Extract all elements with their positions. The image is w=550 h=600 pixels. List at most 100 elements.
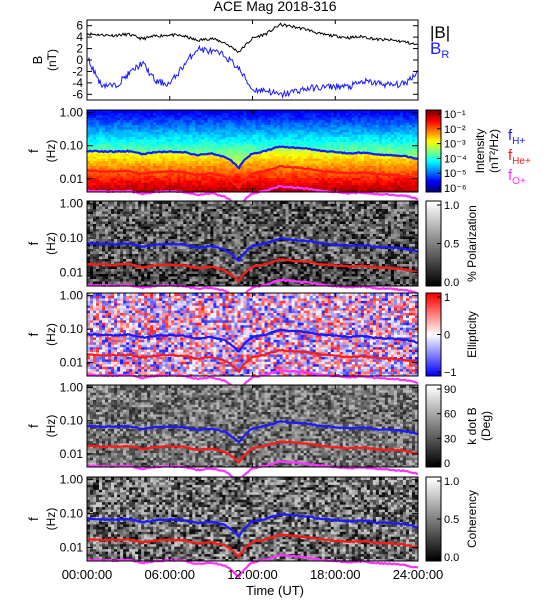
- spectrogram-cell: [273, 153, 278, 157]
- spectrogram-cell: [108, 126, 112, 130]
- spectrogram-cell: [288, 182, 293, 186]
- spectrogram-cell: [249, 146, 253, 150]
- spectrogram-cell: [171, 184, 175, 188]
- spectrogram-cell: [186, 281, 190, 284]
- spectrogram-cell: [285, 175, 290, 179]
- spectrogram-cell: [90, 251, 94, 254]
- spectrogram-cell: [225, 138, 229, 142]
- spectrogram-cell: [153, 271, 157, 274]
- spectrogram-cell: [102, 201, 106, 204]
- spectrogram-cell: [189, 175, 193, 179]
- spectrogram-cell: [99, 129, 103, 133]
- spectrogram-cell: [336, 148, 341, 152]
- spectrogram-cell: [288, 167, 293, 171]
- spectrogram-cell: [237, 124, 241, 128]
- spectrogram-cell: [105, 261, 109, 264]
- spectrogram-cell: [156, 248, 160, 252]
- spectrogram-cell: [396, 179, 401, 183]
- spectrogram-cell: [324, 114, 329, 118]
- spectrogram-cell: [123, 258, 127, 262]
- spectrogram-cell: [339, 146, 344, 150]
- spectrogram-cell: [207, 187, 211, 191]
- spectrogram-cell: [273, 131, 278, 135]
- spectrogram-cell: [396, 172, 401, 176]
- spectrogram-cell: [159, 218, 163, 222]
- spectrogram-cell: [87, 281, 91, 284]
- spectrogram-cell: [162, 117, 166, 121]
- spectrogram-cell: [384, 187, 389, 191]
- spectrogram-cell: [150, 167, 154, 171]
- spectrogram-cell: [162, 129, 166, 133]
- spectrogram-cell: [153, 175, 157, 179]
- spectrogram-cell: [291, 126, 296, 130]
- spectrogram-cell: [174, 208, 178, 212]
- spectrogram-cell: [258, 143, 263, 147]
- spectrogram-cell: [276, 122, 281, 125]
- polarization-panel: 1.000.100.01f (Hz)1.00.50.0% Polarization: [26, 197, 479, 305]
- spectrogram-cell: [114, 179, 118, 183]
- colorbar-cell: [426, 128, 441, 131]
- spectrogram-cell: [114, 221, 118, 224]
- spectrogram-cell: [249, 143, 253, 147]
- spectrogram-cell: [345, 114, 350, 118]
- spectrogram-cell: [108, 236, 112, 239]
- colorbar-cell: [426, 189, 441, 193]
- spectrogram-cell: [177, 119, 181, 123]
- spectrogram-cell: [399, 146, 404, 150]
- spectrogram-cell: [306, 134, 311, 138]
- spectrogram-cell: [357, 141, 362, 145]
- spectrogram-cell: [405, 129, 410, 133]
- spectrogram-cell: [384, 131, 389, 135]
- spectrogram-cell: [300, 110, 305, 113]
- spectrogram-cell: [318, 165, 323, 169]
- spectrogram-cell: [387, 138, 392, 142]
- spectrogram-cell: [351, 179, 356, 183]
- spectrogram-cell: [111, 251, 115, 254]
- spectrogram-cell: [366, 189, 371, 193]
- spectrogram-cell: [396, 160, 401, 164]
- spectrogram-cell: [177, 258, 181, 262]
- spectrogram-cell: [369, 134, 374, 138]
- spectrogram-cell: [123, 167, 127, 171]
- spectrogram-cell: [93, 221, 97, 224]
- spectrogram-cell: [165, 112, 169, 116]
- spectrogram-cell: [309, 170, 314, 174]
- spectrogram-cell: [129, 119, 133, 123]
- spectrogram-cell: [174, 201, 178, 204]
- spectrogram-cell: [393, 114, 398, 118]
- spectrogram-cell: [102, 233, 106, 237]
- spectrogram-cell: [174, 258, 178, 262]
- spectrogram-cell: [174, 165, 178, 169]
- spectrogram-cell: [99, 261, 103, 264]
- spectrogram-cell: [258, 124, 263, 128]
- spectrogram-cell: [198, 112, 202, 116]
- spectrogram-cell: [249, 158, 253, 162]
- spectrogram-cell: [150, 271, 154, 274]
- spectrogram-cell: [120, 172, 124, 176]
- spectrogram-cell: [87, 112, 91, 116]
- spectrogram-cell: [369, 143, 374, 147]
- spectrogram-cell: [345, 117, 350, 121]
- spectrogram-cell: [150, 228, 154, 232]
- spectrogram-cell: [189, 187, 193, 191]
- spectrogram-cell: [345, 148, 350, 152]
- spectrogram-cell: [93, 163, 97, 166]
- spectrogram-cell: [120, 213, 124, 217]
- spectrogram-cell: [180, 266, 184, 269]
- colorbar-cell: [426, 134, 441, 138]
- spectrogram-cell: [411, 151, 416, 154]
- spectrogram-cell: [168, 208, 172, 212]
- spectrogram-cell: [255, 110, 260, 113]
- spectrogram-cell: [168, 268, 172, 272]
- spectrogram-cell: [117, 213, 121, 217]
- spectrogram-cell: [174, 146, 178, 150]
- spectrogram-cell: [174, 143, 178, 147]
- spectrogram-cell: [348, 160, 353, 164]
- spectrogram-cell: [171, 187, 175, 191]
- spectrogram-cell: [408, 114, 413, 118]
- spectrogram-cell: [153, 155, 157, 159]
- spectrogram-cell: [216, 170, 220, 174]
- spectrogram-cell: [159, 216, 163, 219]
- spectrogram-cell: [126, 122, 130, 125]
- spectrogram-cell: [99, 110, 103, 113]
